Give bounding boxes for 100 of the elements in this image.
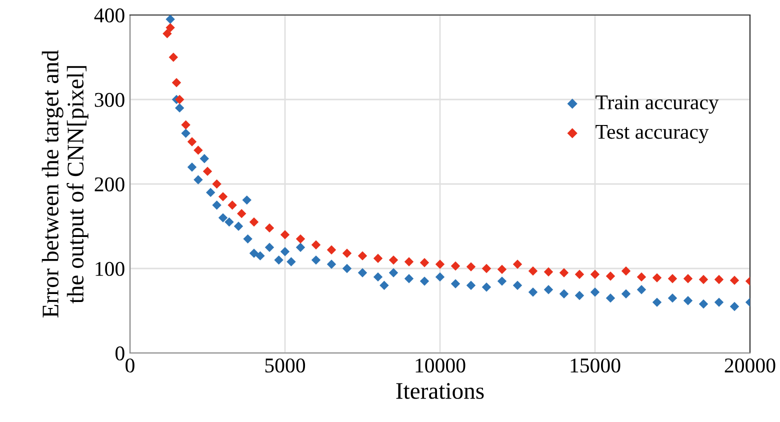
point — [243, 234, 252, 244]
point — [450, 261, 460, 271]
point — [200, 154, 210, 164]
point — [326, 260, 336, 269]
point — [497, 276, 507, 286]
point — [606, 272, 616, 281]
point — [256, 251, 265, 260]
point — [714, 298, 724, 307]
point — [218, 192, 228, 202]
point — [342, 248, 352, 258]
point — [264, 223, 274, 233]
y-axis-title: Error between the target and the output of CNN[pixel] — [42, 50, 88, 318]
y-tick-label: 100 — [96, 262, 124, 276]
point — [296, 234, 306, 244]
point — [528, 266, 538, 276]
point — [482, 264, 492, 274]
point — [683, 296, 693, 306]
legend-label: Test accuracy — [596, 125, 709, 144]
point — [559, 268, 569, 278]
point — [181, 128, 190, 138]
point — [286, 257, 296, 266]
point — [698, 274, 708, 284]
point — [274, 255, 284, 265]
point — [224, 217, 234, 227]
point — [166, 15, 175, 24]
point — [435, 260, 445, 269]
point — [435, 272, 445, 282]
point — [668, 274, 678, 284]
point — [311, 255, 321, 265]
point — [206, 188, 216, 198]
point — [420, 276, 430, 286]
point — [497, 264, 507, 274]
point — [249, 248, 259, 258]
point — [482, 282, 492, 292]
point — [590, 288, 600, 297]
point — [264, 242, 274, 252]
x-axis-title: Iterations — [396, 383, 484, 399]
point — [228, 200, 237, 210]
point — [342, 264, 352, 274]
point — [698, 299, 708, 309]
point — [714, 274, 724, 284]
point — [574, 290, 584, 300]
point — [636, 272, 646, 282]
point — [636, 285, 646, 294]
point — [652, 298, 662, 307]
point — [544, 267, 554, 276]
point — [194, 146, 203, 155]
point — [194, 175, 203, 184]
point — [242, 195, 252, 205]
point — [234, 222, 244, 231]
point — [652, 273, 662, 282]
point — [326, 245, 336, 255]
point — [606, 293, 616, 303]
point — [512, 280, 522, 290]
point — [466, 262, 476, 272]
point — [202, 166, 212, 176]
point — [559, 289, 569, 298]
point — [420, 258, 430, 268]
point — [466, 280, 476, 290]
point — [187, 162, 197, 172]
point — [162, 28, 172, 38]
y-tick-label: 400 — [94, 8, 124, 22]
point — [512, 260, 522, 269]
point — [166, 23, 175, 32]
point — [380, 280, 389, 290]
point — [236, 208, 246, 218]
point — [404, 274, 414, 284]
point — [590, 270, 600, 280]
point — [683, 274, 693, 284]
point — [668, 293, 678, 303]
point — [574, 270, 584, 280]
y-tick-label: 0 — [116, 346, 124, 360]
point — [212, 200, 222, 210]
x-tick-label: 5000 — [265, 358, 306, 373]
point — [311, 240, 321, 250]
point — [358, 251, 368, 260]
point — [187, 137, 197, 146]
point — [218, 213, 228, 222]
point — [249, 217, 259, 227]
point — [730, 302, 740, 312]
point — [388, 255, 398, 265]
point — [404, 257, 414, 266]
y-tick-label: 300 — [94, 92, 124, 107]
point — [621, 289, 631, 298]
point — [358, 268, 368, 278]
x-tick-label: 10000 — [416, 358, 466, 373]
point — [296, 242, 306, 252]
point — [730, 276, 740, 285]
point — [388, 268, 398, 278]
point — [174, 103, 184, 113]
point — [174, 94, 184, 104]
point — [280, 246, 290, 256]
point — [450, 279, 460, 288]
point — [528, 288, 538, 297]
point — [544, 285, 554, 294]
point — [212, 179, 222, 189]
point — [181, 120, 190, 130]
y-tick-label: 200 — [94, 177, 124, 192]
x-tick-label: 15000 — [570, 358, 620, 373]
point — [373, 272, 383, 282]
